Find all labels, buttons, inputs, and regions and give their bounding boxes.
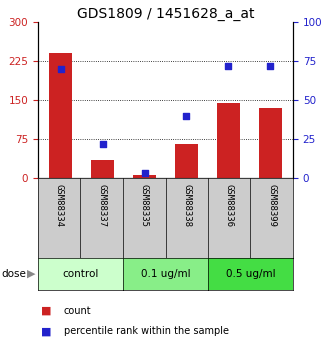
Text: GSM88338: GSM88338	[182, 184, 191, 227]
Text: GSM88337: GSM88337	[97, 184, 106, 227]
Point	[226, 63, 231, 68]
Text: 0.1 ug/ml: 0.1 ug/ml	[141, 269, 190, 279]
Text: ▶: ▶	[27, 269, 36, 279]
Bar	[49, 53, 73, 178]
Bar	[133, 175, 156, 178]
Point	[142, 170, 147, 176]
Bar	[175, 144, 198, 178]
Title: GDS1809 / 1451628_a_at: GDS1809 / 1451628_a_at	[77, 7, 254, 21]
Text: percentile rank within the sample: percentile rank within the sample	[64, 326, 229, 336]
Text: 0.5 ug/ml: 0.5 ug/ml	[226, 269, 275, 279]
Text: GSM88334: GSM88334	[55, 184, 64, 227]
Text: dose: dose	[2, 269, 26, 279]
Text: ■: ■	[41, 326, 52, 336]
Text: control: control	[62, 269, 99, 279]
Bar	[217, 102, 240, 178]
Text: count: count	[64, 306, 91, 315]
Point	[184, 113, 189, 118]
Text: ■: ■	[41, 306, 52, 315]
Text: GSM88335: GSM88335	[140, 184, 149, 227]
Text: GSM88336: GSM88336	[225, 184, 234, 227]
Point	[267, 63, 273, 68]
Bar	[258, 108, 282, 178]
Bar	[91, 160, 114, 178]
Point	[58, 66, 64, 71]
Text: GSM88399: GSM88399	[267, 184, 276, 227]
Point	[100, 141, 105, 146]
